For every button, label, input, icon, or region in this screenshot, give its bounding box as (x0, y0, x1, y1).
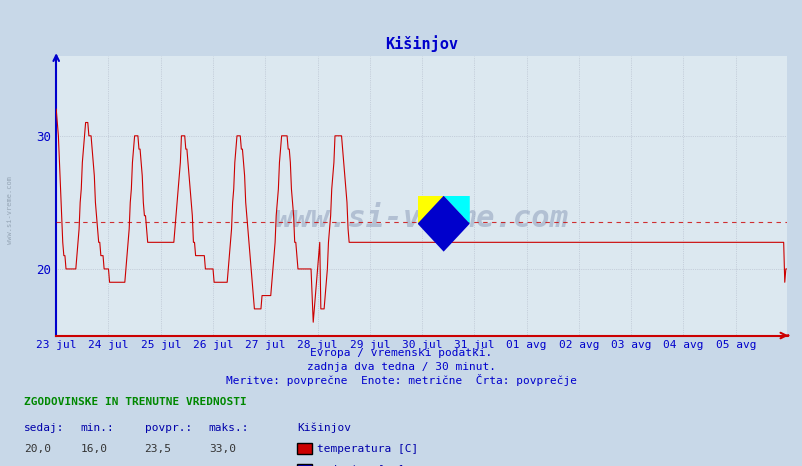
Polygon shape (417, 196, 443, 224)
Text: -nan: -nan (144, 465, 172, 466)
Text: www.si-vreme.com: www.si-vreme.com (274, 204, 568, 233)
Polygon shape (417, 196, 469, 252)
Text: povpr.:: povpr.: (144, 423, 192, 433)
Text: -nan: -nan (209, 465, 236, 466)
Text: temperatura [C]: temperatura [C] (317, 444, 418, 454)
Text: Kišinjov: Kišinjov (297, 423, 350, 433)
Text: Meritve: povprečne  Enote: metrične  Črta: povprečje: Meritve: povprečne Enote: metrične Črta:… (225, 375, 577, 386)
Text: padavine [mm]: padavine [mm] (317, 465, 404, 466)
Text: 20,0: 20,0 (24, 444, 51, 454)
Polygon shape (443, 196, 469, 224)
Text: 23,5: 23,5 (144, 444, 172, 454)
Text: ZGODOVINSKE IN TRENUTNE VREDNOSTI: ZGODOVINSKE IN TRENUTNE VREDNOSTI (24, 397, 246, 407)
Text: 16,0: 16,0 (80, 444, 107, 454)
Text: maks.:: maks.: (209, 423, 249, 433)
Text: 33,0: 33,0 (209, 444, 236, 454)
Text: zadnja dva tedna / 30 minut.: zadnja dva tedna / 30 minut. (306, 363, 496, 372)
Text: www.si-vreme.com: www.si-vreme.com (6, 176, 13, 244)
Text: -nan: -nan (24, 465, 51, 466)
Text: Evropa / vremenski podatki.: Evropa / vremenski podatki. (310, 349, 492, 358)
Text: sedaj:: sedaj: (24, 423, 64, 433)
Text: -nan: -nan (80, 465, 107, 466)
Title: Kišinjov: Kišinjov (385, 35, 457, 52)
Text: min.:: min.: (80, 423, 114, 433)
